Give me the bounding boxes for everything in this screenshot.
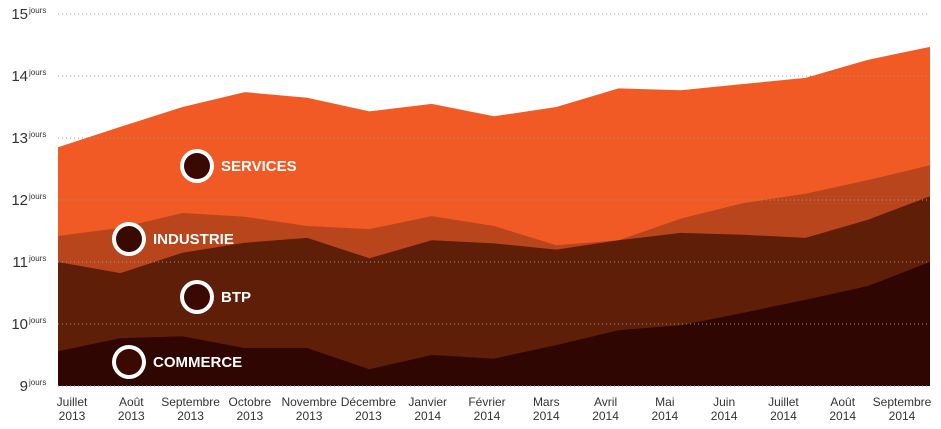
x-tick-label: Mai 2014: [651, 395, 679, 423]
y-tick-label: 9: [20, 378, 28, 395]
series-label: COMMERCE: [153, 354, 242, 371]
x-tick-label: Juin 2014: [710, 395, 738, 423]
area: [58, 262, 930, 386]
y-tick-unit: jours: [28, 68, 46, 77]
x-tick-label: Novembre 2013: [281, 395, 337, 423]
x-tick-label: Janvier 2014: [408, 395, 448, 423]
x-tick-label: Août 2013: [117, 395, 145, 423]
x-tick-label: Mars 2014: [532, 395, 560, 423]
x-tick-label: Août 2014: [829, 395, 857, 423]
x-tick-label: Juillet 2013: [56, 395, 88, 423]
x-tick-label: Juillet 2014: [768, 395, 799, 423]
y-tick-label: 14: [11, 68, 28, 85]
y-tick-label: 12: [11, 192, 28, 209]
y-tick-label: 15: [11, 6, 28, 23]
x-tick-label: Décembre 2013: [340, 395, 397, 423]
y-tick-label: 10: [11, 316, 28, 333]
series-icon-inner: [184, 284, 210, 310]
series-icon-inner: [184, 153, 210, 179]
series-label: SERVICES: [221, 158, 297, 175]
y-tick-label: 13: [11, 130, 28, 147]
x-tick-label: Septembre 2014: [872, 395, 932, 423]
y-tick-unit: jours: [28, 378, 46, 387]
series-icon-inner: [116, 349, 142, 375]
y-tick-unit: jours: [28, 192, 46, 201]
series-label: BTP: [221, 289, 251, 306]
x-tick-label: Février 2014: [468, 395, 506, 423]
series-label: INDUSTRIE: [153, 231, 234, 248]
x-tick-label: Octobre 2013: [228, 395, 272, 423]
y-tick-unit: jours: [28, 130, 46, 139]
y-tick-unit: jours: [28, 316, 46, 325]
y-tick-label: 11: [12, 254, 28, 271]
series-icon-inner: [116, 226, 142, 252]
y-tick-unit: jours: [28, 254, 46, 263]
y-tick-unit: jours: [28, 6, 46, 15]
x-tick-label: Septembre 2013: [161, 395, 220, 423]
x-tick-label: Avril 2014: [592, 395, 619, 423]
